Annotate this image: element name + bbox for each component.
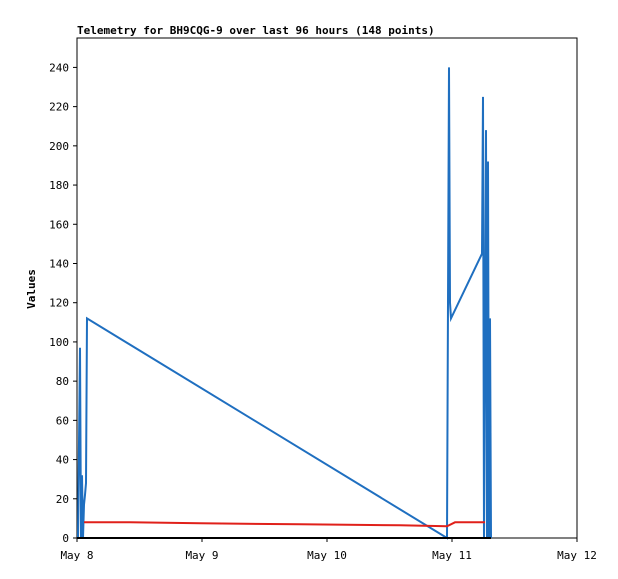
x-tick-label: May 11 <box>432 549 472 562</box>
series-line <box>77 67 492 540</box>
x-tick-label: May 10 <box>307 549 347 562</box>
y-tick-label: 80 <box>56 375 69 388</box>
y-tick-label: 40 <box>56 454 69 467</box>
chart-title: Telemetry for BH9CQG-9 over last 96 hour… <box>77 24 435 37</box>
y-tick-label: 0 <box>62 532 69 545</box>
y-tick-label: 120 <box>49 297 69 310</box>
y-tick-label: 100 <box>49 336 69 349</box>
y-tick-label: 180 <box>49 179 69 192</box>
y-tick-label: 140 <box>49 257 69 270</box>
x-tick-label: May 8 <box>60 549 93 562</box>
y-axis-label: Values <box>25 269 38 309</box>
y-tick-label: 200 <box>49 140 69 153</box>
y-tick-label: 60 <box>56 414 69 427</box>
x-tick-label: May 12 <box>557 549 597 562</box>
x-tick-label: May 9 <box>185 549 218 562</box>
series-line <box>84 521 485 528</box>
y-tick-label: 160 <box>49 218 69 231</box>
y-tick-label: 220 <box>49 101 69 114</box>
y-tick-label: 240 <box>49 61 69 74</box>
y-tick-label: 20 <box>56 493 69 506</box>
